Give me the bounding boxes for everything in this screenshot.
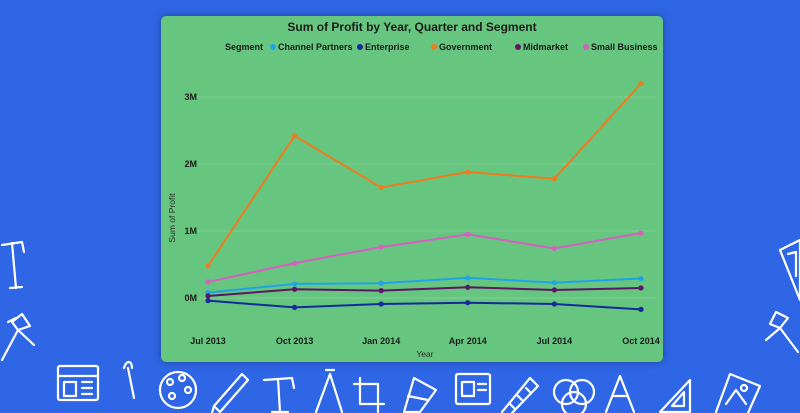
series-line bbox=[207, 82, 642, 267]
set-square-icon bbox=[658, 378, 692, 413]
compass-icon bbox=[314, 368, 344, 413]
legend-marker bbox=[431, 44, 437, 50]
data-point bbox=[292, 286, 298, 292]
chart-title: Sum of Profit by Year, Quarter and Segme… bbox=[287, 20, 536, 34]
legend-entry: Channel Partners bbox=[278, 42, 353, 52]
data-point bbox=[638, 230, 644, 236]
letter-t-icon bbox=[262, 376, 296, 413]
series-line bbox=[207, 299, 642, 311]
paint-brush-icon bbox=[122, 360, 136, 400]
data-point bbox=[378, 244, 384, 250]
data-point bbox=[205, 293, 211, 299]
set-square-icon bbox=[778, 238, 800, 302]
chart-card: Sum of Profit by Year, Quarter and Segme… bbox=[161, 16, 663, 362]
x-axis-label: Year bbox=[416, 349, 433, 359]
chart-legend: Segment Channel Partners Enterprise Governm… bbox=[225, 42, 658, 52]
data-point bbox=[465, 169, 471, 175]
gridlines bbox=[196, 96, 656, 299]
legend-entry: Government bbox=[439, 42, 492, 52]
data-point bbox=[638, 275, 644, 282]
data-point bbox=[551, 176, 557, 182]
x-tick-label: Jul 2014 bbox=[537, 336, 573, 346]
data-point bbox=[551, 287, 557, 293]
data-point bbox=[205, 298, 211, 304]
y-tick-label: 1M bbox=[184, 226, 197, 236]
y-tick-label: 0M bbox=[184, 293, 197, 303]
data-point bbox=[378, 301, 384, 307]
data-point bbox=[378, 280, 384, 286]
data-point bbox=[638, 306, 644, 312]
data-point bbox=[465, 231, 471, 237]
legend-entry: Small Business bbox=[591, 42, 658, 52]
series-lines bbox=[205, 81, 644, 312]
data-point bbox=[465, 284, 471, 290]
legend-marker bbox=[357, 44, 363, 50]
legend-entry: Midmarket bbox=[523, 42, 568, 52]
series-line bbox=[207, 276, 642, 294]
venn-diagram-icon bbox=[552, 378, 596, 413]
legend-title: Segment bbox=[225, 42, 263, 52]
crop-icon bbox=[352, 376, 386, 413]
x-tick-label: Oct 2013 bbox=[276, 336, 314, 346]
layout-window-icon bbox=[56, 364, 100, 402]
data-point bbox=[292, 281, 298, 287]
x-tick-label: Jul 2013 bbox=[190, 336, 226, 346]
data-point bbox=[292, 133, 298, 139]
y-axis-ticks: 0M 1M 2M 3M bbox=[184, 92, 197, 303]
data-point bbox=[465, 300, 471, 306]
palette-icon bbox=[158, 370, 198, 410]
y-axis-label: Sum of Profit bbox=[167, 193, 177, 243]
data-point bbox=[551, 245, 557, 252]
data-point bbox=[378, 184, 384, 191]
x-tick-label: Oct 2014 bbox=[622, 336, 660, 346]
legend-marker bbox=[583, 44, 589, 50]
data-point bbox=[551, 279, 557, 286]
ruler-icon bbox=[500, 376, 540, 413]
color-swatch-icon bbox=[402, 376, 438, 413]
legend-marker bbox=[270, 44, 276, 50]
data-point bbox=[292, 304, 298, 310]
line-chart: Sum of Profit by Year, Quarter and Segme… bbox=[167, 20, 660, 359]
data-point bbox=[551, 301, 557, 307]
series-line bbox=[207, 232, 642, 283]
y-tick-label: 2M bbox=[184, 159, 197, 169]
x-tick-label: Jan 2014 bbox=[362, 336, 400, 346]
legend-marker bbox=[515, 44, 521, 50]
data-point bbox=[292, 260, 298, 266]
desk-lamp-icon bbox=[0, 312, 36, 362]
monitor-icon bbox=[454, 372, 492, 406]
letter-t-icon bbox=[0, 240, 26, 290]
x-axis-ticks: Jul 2013 Oct 2013 Jan 2014 Apr 2014 Jul 2014… bbox=[190, 336, 660, 346]
x-tick-label: Apr 2014 bbox=[449, 336, 487, 346]
y-tick-label: 3M bbox=[184, 92, 197, 102]
data-point bbox=[378, 288, 384, 294]
data-point bbox=[638, 81, 644, 87]
data-point bbox=[205, 263, 211, 269]
drafting-compass-icon bbox=[604, 374, 636, 413]
pencil-icon bbox=[210, 372, 250, 413]
series-line bbox=[207, 286, 642, 297]
picture-frame-icon bbox=[714, 372, 762, 413]
legend-entry: Enterprise bbox=[365, 42, 410, 52]
data-point bbox=[638, 285, 644, 291]
desk-lamp-icon bbox=[764, 310, 800, 354]
data-point bbox=[465, 275, 471, 281]
data-point bbox=[205, 279, 211, 285]
